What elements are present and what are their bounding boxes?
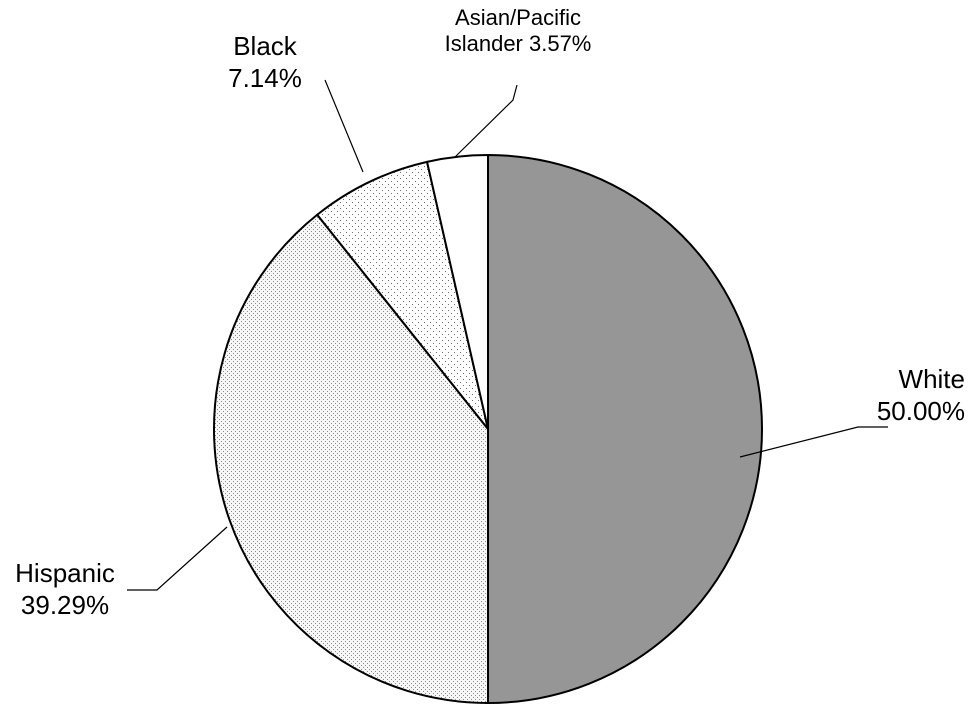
- slice-label-line: White: [899, 364, 965, 394]
- slice-label-white: White 50.00%: [877, 364, 965, 426]
- slice-labels: White 50.00% Hispanic 39.29% Black 7.14% Asian…: [15, 5, 965, 620]
- pie-slice-asian-pacific-islander: [425, 153, 489, 430]
- slice-label-line: Islander 3.57%: [445, 31, 592, 56]
- pie-slice-black: [315, 160, 489, 430]
- pie-slice-white: [487, 153, 763, 705]
- pie-slices: [213, 153, 763, 705]
- leader-line-white: [739, 426, 888, 458]
- pie-slice-hispanic: [213, 213, 489, 705]
- slice-label-line: 39.29%: [21, 590, 109, 620]
- slice-label-black: Black 7.14%: [228, 31, 302, 93]
- slice-label-line: 7.14%: [228, 63, 302, 93]
- leader-line-black: [324, 79, 364, 173]
- slice-label-line: Hispanic: [15, 558, 115, 588]
- slice-label-line: Black: [233, 31, 298, 61]
- leader-line-asian-pacific-islander: [454, 84, 518, 158]
- leader-line-hispanic: [127, 526, 228, 591]
- label-leader-lines: [127, 79, 888, 591]
- slice-label-line: Asian/Pacific: [455, 5, 581, 30]
- slice-label-hispanic: Hispanic 39.29%: [15, 558, 115, 620]
- slice-label-line: 50.00%: [877, 396, 965, 426]
- slice-label-asian-pacific-islander: Asian/Pacific Islander 3.57%: [445, 5, 592, 56]
